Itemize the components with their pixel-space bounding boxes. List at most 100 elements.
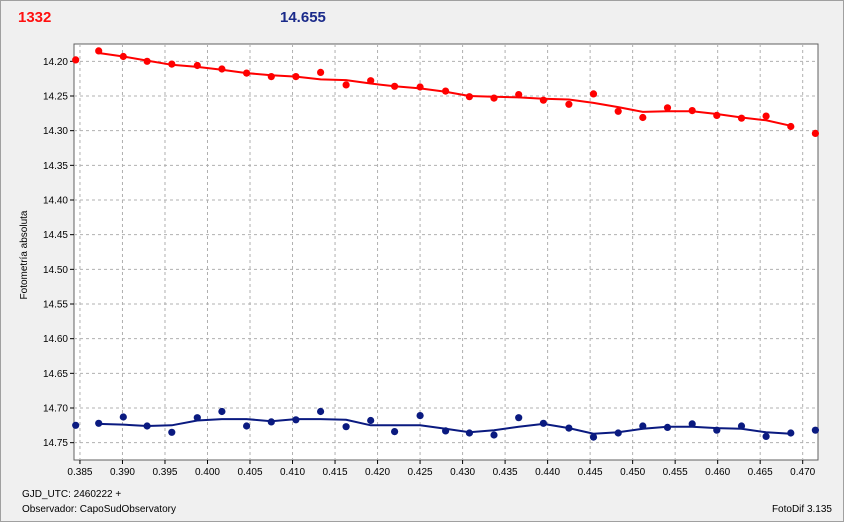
x-tick-label: 0.440 — [535, 467, 560, 478]
y-tick-label: 14.65 — [43, 369, 68, 380]
series-1-point — [72, 56, 80, 64]
series-2-point — [95, 419, 103, 427]
series-1-point — [442, 87, 450, 95]
x-tick-label: 0.395 — [152, 467, 177, 478]
series-1-point — [193, 61, 201, 70]
series-1-point — [787, 122, 795, 131]
series-2-point — [737, 422, 746, 430]
y-tick-label: 14.75 — [43, 438, 68, 449]
series-2-point — [367, 416, 375, 425]
series-2-point — [292, 416, 300, 424]
series-1-point — [515, 91, 523, 99]
series-1-point — [243, 69, 251, 77]
x-tick-label: 0.390 — [110, 467, 135, 478]
x-tick-label: 0.430 — [450, 467, 475, 478]
series-1-point — [663, 104, 672, 112]
series-2-point — [639, 422, 647, 430]
series-1-point — [811, 129, 820, 137]
y-tick-label: 14.50 — [43, 265, 68, 276]
series-2-point — [589, 433, 598, 441]
series-1-point — [95, 47, 103, 55]
y-axis-label: Fotometría absoluta — [19, 210, 30, 299]
series-1-point — [539, 96, 548, 104]
series-2-point — [787, 429, 795, 437]
header-right-value: 14.655 — [280, 9, 326, 26]
footer-software: FotoDif 3.135 — [771, 504, 832, 515]
y-tick-label: 14.45 — [43, 230, 68, 241]
series-2-point — [317, 407, 325, 416]
y-tick-label: 14.20 — [43, 57, 68, 68]
series-2-point — [811, 426, 820, 434]
series-1-point — [762, 112, 770, 120]
series-2-point — [391, 428, 399, 436]
series-1-point — [391, 82, 399, 90]
x-tick-label: 0.410 — [280, 467, 305, 478]
footer-observer: Observador: CapoSudObservatory — [22, 504, 176, 515]
series-1-point — [317, 68, 325, 76]
series-2-point — [688, 420, 696, 428]
x-tick-label: 0.445 — [578, 467, 603, 478]
series-1-point — [737, 114, 746, 122]
series-1-point — [614, 107, 622, 115]
x-tick-label: 0.400 — [195, 467, 220, 478]
series-1-point — [168, 60, 176, 68]
x-tick-label: 0.425 — [408, 467, 433, 478]
series-2-point — [762, 432, 770, 440]
x-tick-label: 0.465 — [748, 467, 773, 478]
series-2-point — [218, 407, 226, 416]
series-1-point — [292, 73, 300, 81]
series-2-point — [663, 423, 672, 431]
series-2-point — [243, 422, 251, 430]
series-1-point — [119, 52, 127, 61]
x-tick-label: 0.460 — [705, 467, 730, 478]
series-2-point — [565, 424, 573, 432]
series-1-point — [465, 93, 473, 101]
series-2-point — [119, 413, 127, 421]
x-tick-label: 0.470 — [790, 467, 815, 478]
x-tick-label: 0.415 — [323, 467, 348, 478]
series-1-point — [218, 65, 226, 73]
footer-gjd: GJD_UTC: 2460222 + — [22, 489, 122, 500]
header-left-value: 1332 — [18, 9, 52, 26]
plot-area — [73, 43, 819, 461]
x-tick-label: 0.450 — [620, 467, 645, 478]
series-1-point — [143, 57, 151, 65]
y-tick-label: 14.35 — [43, 161, 68, 172]
series-2-point — [465, 429, 473, 437]
series-2-point — [168, 428, 176, 436]
series-2-point — [267, 418, 275, 426]
series-1-point — [416, 83, 424, 91]
series-2-point — [342, 423, 350, 431]
x-tick-label: 0.420 — [365, 467, 390, 478]
series-1-point — [267, 73, 275, 81]
y-tick-label: 14.40 — [43, 196, 68, 207]
x-tick-label: 0.455 — [663, 467, 688, 478]
series-1-point — [688, 107, 696, 115]
y-tick-label: 14.25 — [43, 92, 68, 103]
series-1 — [72, 47, 820, 137]
series-2 — [72, 407, 820, 441]
series-2-point — [442, 427, 450, 435]
series-1-point — [367, 77, 375, 85]
y-tick-label: 14.60 — [43, 334, 68, 345]
series-1-point — [342, 81, 350, 89]
series-2-point — [539, 419, 548, 427]
x-tick-label: 0.435 — [493, 467, 518, 478]
x-tick-label: 0.405 — [237, 467, 262, 478]
series-2-point — [614, 429, 622, 437]
series-2-point — [515, 414, 523, 422]
series-2-point — [490, 431, 498, 439]
series-2-point — [143, 422, 151, 430]
series-1-point — [589, 90, 598, 98]
x-tick-label: 0.385 — [67, 467, 92, 478]
y-tick-label: 14.55 — [43, 300, 68, 311]
y-tick-label: 14.30 — [43, 126, 68, 137]
series-1-point — [713, 111, 721, 119]
series-2-point — [193, 414, 201, 422]
series-2-point — [72, 421, 80, 429]
y-tick-label: 14.70 — [43, 404, 68, 415]
series-1-point — [565, 100, 573, 108]
series-1-point — [490, 94, 498, 102]
series-2-point — [416, 412, 424, 420]
